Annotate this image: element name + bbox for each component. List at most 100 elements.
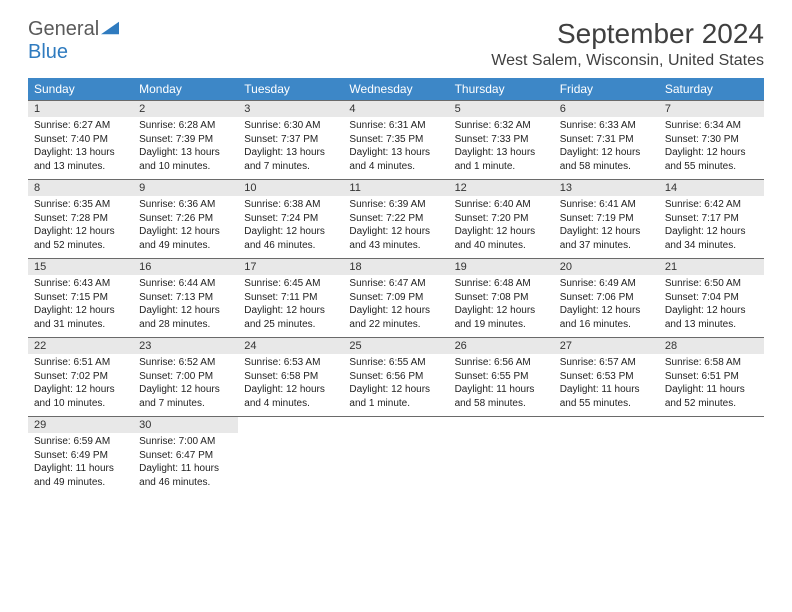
day-number: 24 xyxy=(238,338,343,354)
logo: General Blue xyxy=(28,18,119,64)
weekday-header: Wednesday xyxy=(343,78,448,101)
day-cell: 20Sunrise: 6:49 AMSunset: 7:06 PMDayligh… xyxy=(554,259,659,338)
day-content: Sunrise: 6:49 AMSunset: 7:06 PMDaylight:… xyxy=(554,275,659,337)
calendar-row: 15Sunrise: 6:43 AMSunset: 7:15 PMDayligh… xyxy=(28,259,764,338)
day-content: Sunrise: 6:31 AMSunset: 7:35 PMDaylight:… xyxy=(343,117,448,179)
day-content: Sunrise: 6:27 AMSunset: 7:40 PMDaylight:… xyxy=(28,117,133,179)
day-content: Sunrise: 6:58 AMSunset: 6:51 PMDaylight:… xyxy=(659,354,764,416)
weekday-header: Tuesday xyxy=(238,78,343,101)
day-number: 23 xyxy=(133,338,238,354)
day-number: 27 xyxy=(554,338,659,354)
day-cell: 11Sunrise: 6:39 AMSunset: 7:22 PMDayligh… xyxy=(343,180,448,259)
location-text: West Salem, Wisconsin, United States xyxy=(491,52,764,70)
day-content: Sunrise: 6:45 AMSunset: 7:11 PMDaylight:… xyxy=(238,275,343,337)
day-cell: 24Sunrise: 6:53 AMSunset: 6:58 PMDayligh… xyxy=(238,338,343,417)
empty-cell xyxy=(238,417,343,496)
day-number: 3 xyxy=(238,101,343,117)
weekday-row: SundayMondayTuesdayWednesdayThursdayFrid… xyxy=(28,78,764,101)
day-content: Sunrise: 6:43 AMSunset: 7:15 PMDaylight:… xyxy=(28,275,133,337)
day-number: 17 xyxy=(238,259,343,275)
day-content: Sunrise: 6:34 AMSunset: 7:30 PMDaylight:… xyxy=(659,117,764,179)
day-content: Sunrise: 6:39 AMSunset: 7:22 PMDaylight:… xyxy=(343,196,448,258)
day-cell: 5Sunrise: 6:32 AMSunset: 7:33 PMDaylight… xyxy=(449,101,554,180)
day-number: 25 xyxy=(343,338,448,354)
day-content: Sunrise: 6:51 AMSunset: 7:02 PMDaylight:… xyxy=(28,354,133,416)
day-cell: 25Sunrise: 6:55 AMSunset: 6:56 PMDayligh… xyxy=(343,338,448,417)
day-content: Sunrise: 6:42 AMSunset: 7:17 PMDaylight:… xyxy=(659,196,764,258)
logo-triangle-icon xyxy=(101,21,119,35)
day-content: Sunrise: 6:35 AMSunset: 7:28 PMDaylight:… xyxy=(28,196,133,258)
logo-text: General Blue xyxy=(28,18,119,64)
day-content: Sunrise: 6:48 AMSunset: 7:08 PMDaylight:… xyxy=(449,275,554,337)
day-number: 7 xyxy=(659,101,764,117)
day-content: Sunrise: 6:32 AMSunset: 7:33 PMDaylight:… xyxy=(449,117,554,179)
day-content: Sunrise: 6:40 AMSunset: 7:20 PMDaylight:… xyxy=(449,196,554,258)
day-content: Sunrise: 6:52 AMSunset: 7:00 PMDaylight:… xyxy=(133,354,238,416)
day-content: Sunrise: 6:38 AMSunset: 7:24 PMDaylight:… xyxy=(238,196,343,258)
day-content: Sunrise: 6:56 AMSunset: 6:55 PMDaylight:… xyxy=(449,354,554,416)
page-header: General Blue September 2024 West Salem, … xyxy=(28,18,764,70)
day-content: Sunrise: 6:36 AMSunset: 7:26 PMDaylight:… xyxy=(133,196,238,258)
day-number: 1 xyxy=(28,101,133,117)
day-number: 9 xyxy=(133,180,238,196)
day-cell: 28Sunrise: 6:58 AMSunset: 6:51 PMDayligh… xyxy=(659,338,764,417)
day-number: 18 xyxy=(343,259,448,275)
day-number: 6 xyxy=(554,101,659,117)
day-number: 26 xyxy=(449,338,554,354)
day-cell: 12Sunrise: 6:40 AMSunset: 7:20 PMDayligh… xyxy=(449,180,554,259)
calendar-table: SundayMondayTuesdayWednesdayThursdayFrid… xyxy=(28,78,764,495)
day-cell: 2Sunrise: 6:28 AMSunset: 7:39 PMDaylight… xyxy=(133,101,238,180)
day-cell: 29Sunrise: 6:59 AMSunset: 6:49 PMDayligh… xyxy=(28,417,133,496)
day-content: Sunrise: 6:55 AMSunset: 6:56 PMDaylight:… xyxy=(343,354,448,416)
day-number: 22 xyxy=(28,338,133,354)
day-number: 2 xyxy=(133,101,238,117)
day-content: Sunrise: 6:41 AMSunset: 7:19 PMDaylight:… xyxy=(554,196,659,258)
day-content: Sunrise: 6:57 AMSunset: 6:53 PMDaylight:… xyxy=(554,354,659,416)
day-cell: 27Sunrise: 6:57 AMSunset: 6:53 PMDayligh… xyxy=(554,338,659,417)
calendar-head: SundayMondayTuesdayWednesdayThursdayFrid… xyxy=(28,78,764,101)
day-cell: 6Sunrise: 6:33 AMSunset: 7:31 PMDaylight… xyxy=(554,101,659,180)
weekday-header: Monday xyxy=(133,78,238,101)
day-number: 29 xyxy=(28,417,133,433)
empty-cell xyxy=(449,417,554,496)
day-cell: 14Sunrise: 6:42 AMSunset: 7:17 PMDayligh… xyxy=(659,180,764,259)
day-number: 16 xyxy=(133,259,238,275)
day-cell: 15Sunrise: 6:43 AMSunset: 7:15 PMDayligh… xyxy=(28,259,133,338)
day-cell: 1Sunrise: 6:27 AMSunset: 7:40 PMDaylight… xyxy=(28,101,133,180)
day-cell: 4Sunrise: 6:31 AMSunset: 7:35 PMDaylight… xyxy=(343,101,448,180)
month-title: September 2024 xyxy=(491,18,764,50)
day-cell: 23Sunrise: 6:52 AMSunset: 7:00 PMDayligh… xyxy=(133,338,238,417)
day-number: 11 xyxy=(343,180,448,196)
day-number: 20 xyxy=(554,259,659,275)
calendar-page: General Blue September 2024 West Salem, … xyxy=(0,0,792,513)
weekday-header: Sunday xyxy=(28,78,133,101)
calendar-row: 22Sunrise: 6:51 AMSunset: 7:02 PMDayligh… xyxy=(28,338,764,417)
day-number: 4 xyxy=(343,101,448,117)
logo-word-1: General xyxy=(28,18,99,40)
day-cell: 26Sunrise: 6:56 AMSunset: 6:55 PMDayligh… xyxy=(449,338,554,417)
day-number: 19 xyxy=(449,259,554,275)
empty-cell xyxy=(659,417,764,496)
day-number: 13 xyxy=(554,180,659,196)
day-content: Sunrise: 6:50 AMSunset: 7:04 PMDaylight:… xyxy=(659,275,764,337)
day-content: Sunrise: 6:53 AMSunset: 6:58 PMDaylight:… xyxy=(238,354,343,416)
day-cell: 10Sunrise: 6:38 AMSunset: 7:24 PMDayligh… xyxy=(238,180,343,259)
empty-cell xyxy=(343,417,448,496)
day-number: 12 xyxy=(449,180,554,196)
day-cell: 9Sunrise: 6:36 AMSunset: 7:26 PMDaylight… xyxy=(133,180,238,259)
day-cell: 18Sunrise: 6:47 AMSunset: 7:09 PMDayligh… xyxy=(343,259,448,338)
day-content: Sunrise: 6:44 AMSunset: 7:13 PMDaylight:… xyxy=(133,275,238,337)
day-cell: 22Sunrise: 6:51 AMSunset: 7:02 PMDayligh… xyxy=(28,338,133,417)
day-cell: 17Sunrise: 6:45 AMSunset: 7:11 PMDayligh… xyxy=(238,259,343,338)
day-content: Sunrise: 6:30 AMSunset: 7:37 PMDaylight:… xyxy=(238,117,343,179)
day-number: 5 xyxy=(449,101,554,117)
title-block: September 2024 West Salem, Wisconsin, Un… xyxy=(491,18,764,70)
calendar-row: 29Sunrise: 6:59 AMSunset: 6:49 PMDayligh… xyxy=(28,417,764,496)
weekday-header: Saturday xyxy=(659,78,764,101)
day-number: 28 xyxy=(659,338,764,354)
calendar-row: 1Sunrise: 6:27 AMSunset: 7:40 PMDaylight… xyxy=(28,101,764,180)
day-cell: 30Sunrise: 7:00 AMSunset: 6:47 PMDayligh… xyxy=(133,417,238,496)
logo-word-2: Blue xyxy=(28,41,68,63)
calendar-body: 1Sunrise: 6:27 AMSunset: 7:40 PMDaylight… xyxy=(28,101,764,496)
day-cell: 19Sunrise: 6:48 AMSunset: 7:08 PMDayligh… xyxy=(449,259,554,338)
